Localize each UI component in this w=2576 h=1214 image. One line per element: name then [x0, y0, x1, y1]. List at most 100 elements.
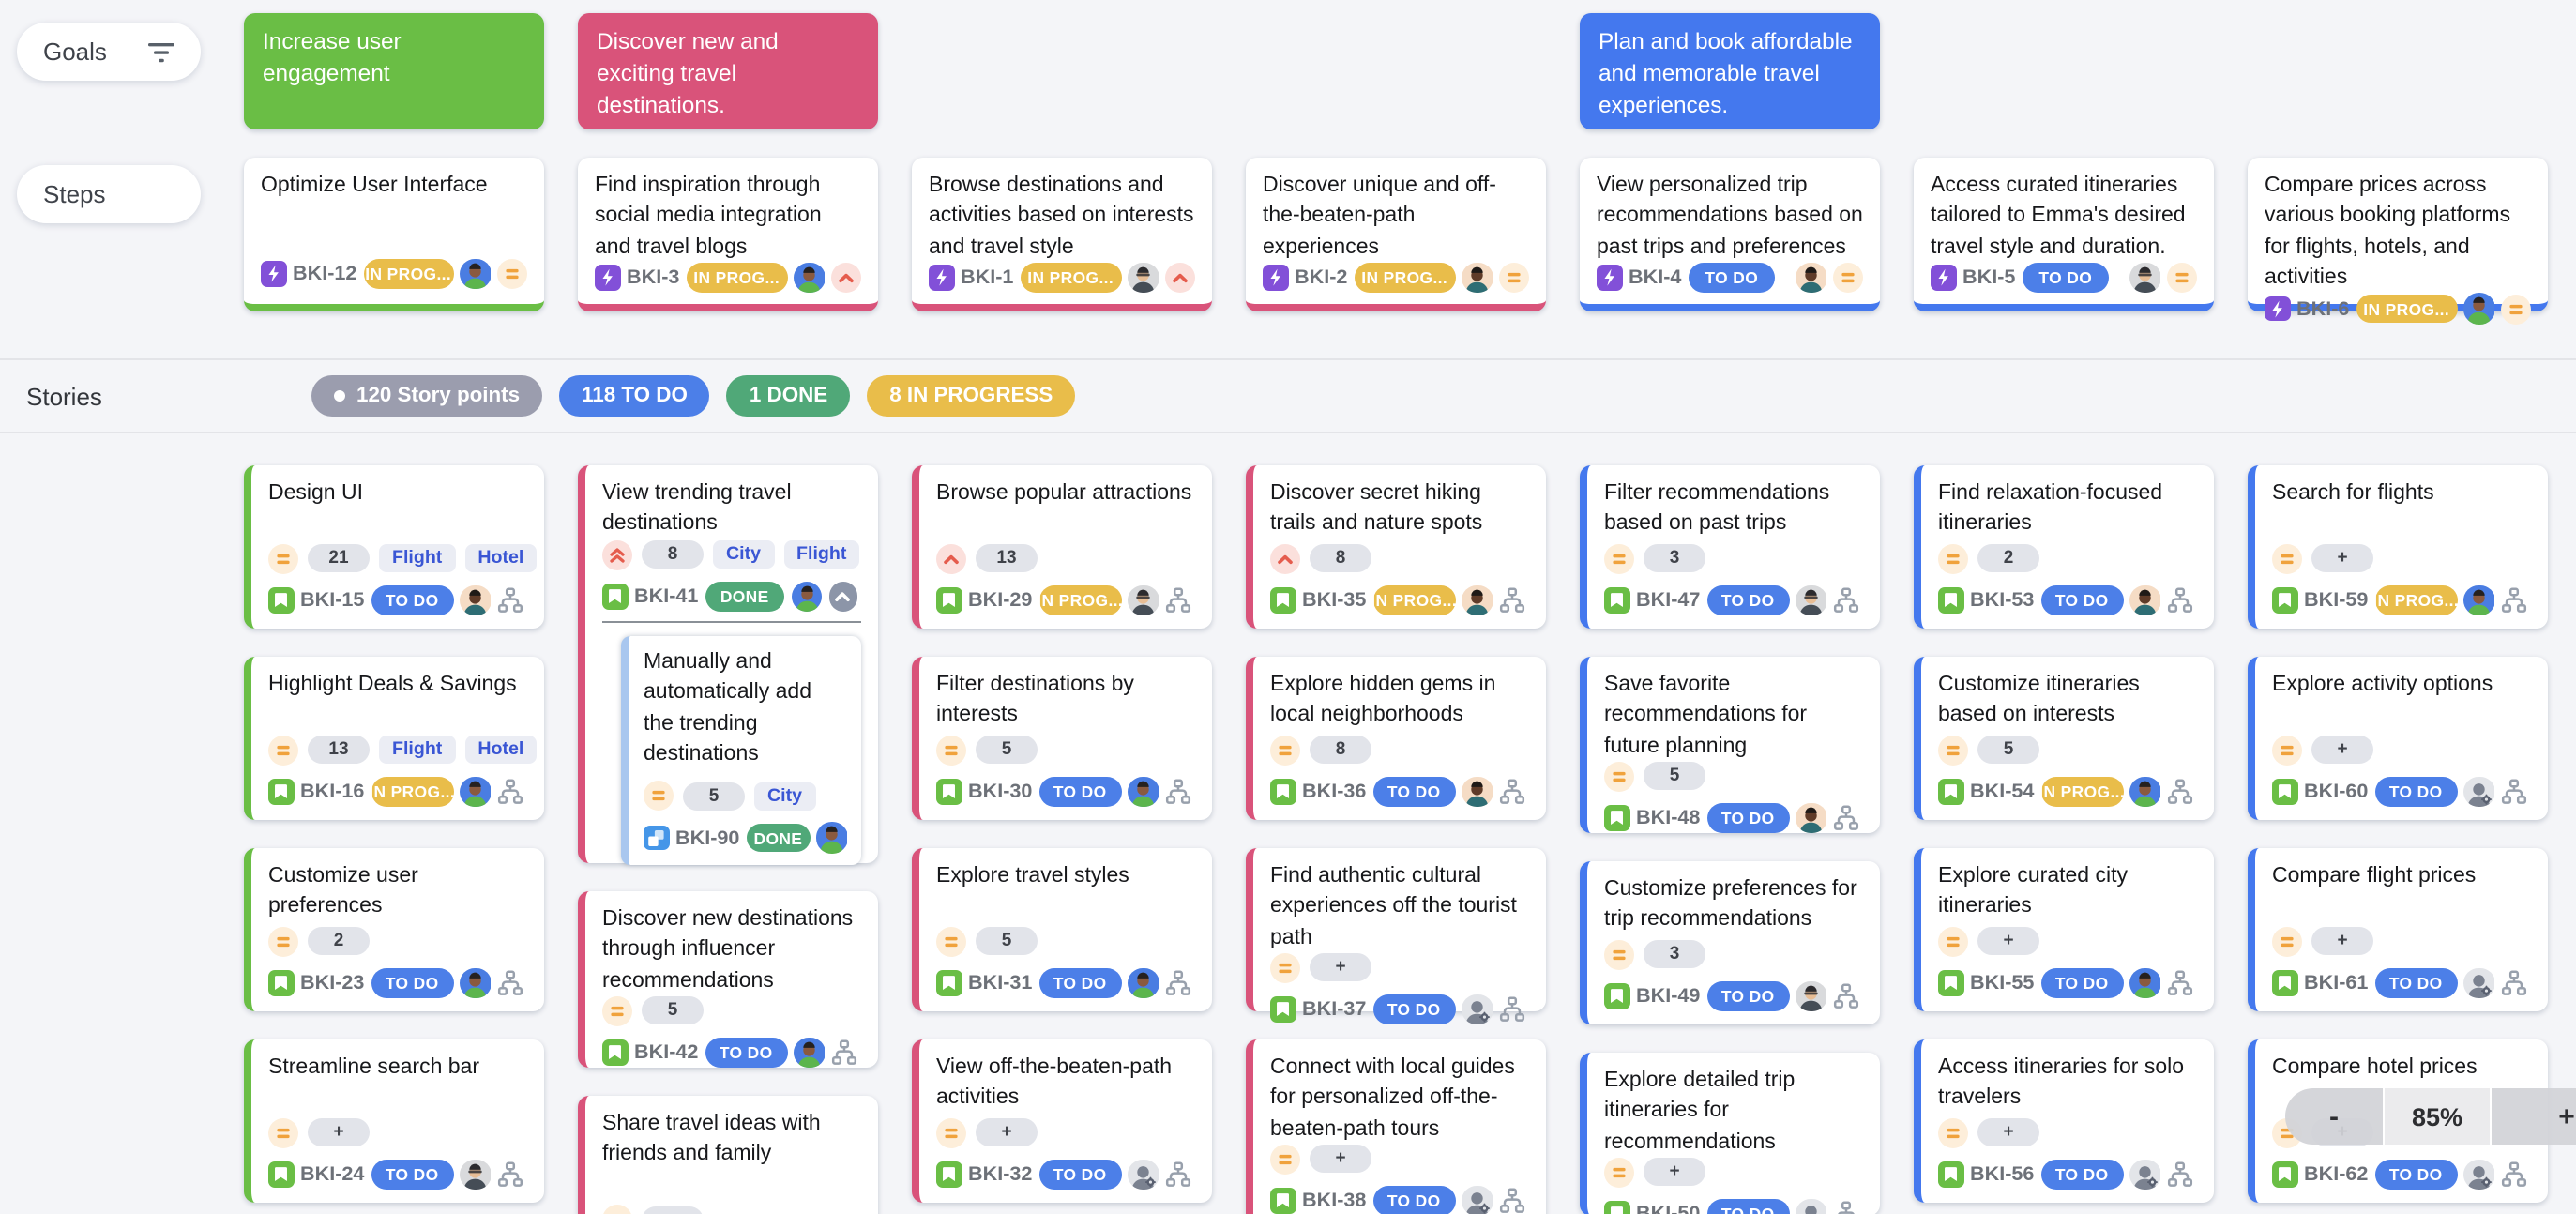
status-badge[interactable]: IN PROG...: [1354, 263, 1455, 293]
collapse-subtasks-button[interactable]: [828, 582, 857, 612]
status-badge[interactable]: IN PROG...: [1037, 585, 1123, 615]
add-child-tree-icon[interactable]: [1499, 1188, 1525, 1214]
story-card[interactable]: Share travel ideas with friends and fami…: [578, 1096, 878, 1214]
add-child-tree-icon[interactable]: [1165, 779, 1191, 805]
status-badge[interactable]: TO DO: [2374, 777, 2457, 806]
add-estimate-button[interactable]: +: [1977, 927, 2039, 955]
story-card[interactable]: Highlight Deals & Savings 13 Flight Hotel BK…: [244, 657, 544, 820]
status-badge[interactable]: DONE: [746, 823, 811, 853]
avatar[interactable]: [2463, 293, 2494, 325]
story-card[interactable]: Streamline search bar + BKI-24 TO DO: [244, 1039, 544, 1203]
add-child-tree-icon[interactable]: [831, 1039, 857, 1066]
story-card[interactable]: Explore hidden gems in local neighborhoo…: [1246, 657, 1546, 820]
avatar[interactable]: [1796, 262, 1826, 294]
step-card[interactable]: Access curated itineraries tailored to E…: [1914, 158, 2214, 311]
story-card[interactable]: Design UI 21 Flight Hotel BKI-15 TO DO: [244, 465, 544, 629]
add-child-tree-icon[interactable]: [2501, 970, 2527, 996]
add-estimate-button[interactable]: +: [1977, 1118, 2039, 1146]
summary-badge-inprogress[interactable]: 8 IN PROGRESS: [867, 375, 1076, 417]
avatar[interactable]: [1462, 776, 1493, 807]
status-badge[interactable]: TO DO: [1706, 981, 1789, 1010]
add-child-tree-icon[interactable]: [497, 587, 523, 614]
status-badge[interactable]: IN PROG...: [363, 259, 453, 288]
story-card[interactable]: Explore curated city itineraries + BKI-55 T…: [1914, 848, 2214, 1011]
step-card[interactable]: Browse destinations and activities based…: [912, 158, 1212, 311]
add-child-tree-icon[interactable]: [1499, 587, 1525, 614]
status-badge[interactable]: IN PROG...: [1020, 263, 1121, 293]
status-badge[interactable]: TO DO: [1372, 777, 1455, 806]
unassigned-avatar[interactable]: [1128, 1159, 1159, 1190]
filter-icon[interactable]: [148, 40, 174, 63]
add-child-tree-icon[interactable]: [1499, 996, 1525, 1023]
status-badge[interactable]: TO DO: [705, 1038, 787, 1068]
story-points-badge[interactable]: 3: [1644, 544, 1705, 572]
status-badge[interactable]: TO DO: [1706, 585, 1789, 615]
add-child-tree-icon[interactable]: [1833, 983, 1859, 1009]
status-badge[interactable]: TO DO: [2040, 968, 2123, 997]
label-chip[interactable]: Flight: [379, 544, 456, 572]
zoom-out-button[interactable]: -: [2285, 1088, 2383, 1145]
story-card[interactable]: Search for flights + BKI-59 IN PROG...: [2248, 465, 2548, 629]
story-points-badge[interactable]: 21: [308, 544, 370, 572]
avatar[interactable]: [1796, 802, 1826, 834]
goal-card[interactable]: Plan and book affordable and memorable t…: [1580, 13, 1880, 129]
story-points-badge[interactable]: 8: [1310, 544, 1371, 572]
avatar[interactable]: [1128, 776, 1159, 807]
story-card[interactable]: Discover new destinations through influe…: [578, 891, 878, 1069]
avatar[interactable]: [1462, 584, 1493, 615]
step-card[interactable]: Compare prices across various booking pl…: [2248, 158, 2548, 325]
status-badge[interactable]: TO DO: [1038, 777, 1121, 806]
add-child-tree-icon[interactable]: [1165, 1161, 1191, 1188]
add-child-tree-icon[interactable]: [2167, 1161, 2193, 1188]
status-badge[interactable]: TO DO: [2374, 1160, 2457, 1189]
avatar[interactable]: [794, 1037, 825, 1069]
avatar[interactable]: [1796, 584, 1826, 615]
add-child-tree-icon[interactable]: [1833, 587, 1859, 614]
goals-row-pill[interactable]: Goals: [17, 23, 201, 81]
avatar[interactable]: [2129, 776, 2160, 807]
story-card[interactable]: Find relaxation-focused itineraries 2 BKI-…: [1914, 465, 2214, 629]
avatar[interactable]: [791, 581, 822, 613]
story-card[interactable]: Explore detailed trip itineraries for re…: [1580, 1053, 1880, 1214]
add-child-tree-icon[interactable]: [497, 970, 523, 996]
story-card[interactable]: Save favorite recommendations for future…: [1580, 657, 1880, 834]
add-estimate-button[interactable]: +: [1310, 953, 1371, 982]
story-card[interactable]: Compare flight prices + BKI-61 TO DO: [2248, 848, 2548, 1011]
status-badge[interactable]: IN PROG...: [1371, 585, 1457, 615]
unassigned-avatar[interactable]: [2463, 776, 2494, 807]
story-card[interactable]: Explore activity options + BKI-60 TO DO: [2248, 657, 2548, 820]
story-points-badge[interactable]: 2: [1977, 544, 2039, 572]
story-card[interactable]: Discover secret hiking trails and nature…: [1246, 465, 1546, 629]
story-points-badge[interactable]: 5: [642, 996, 704, 1025]
add-child-tree-icon[interactable]: [2501, 779, 2527, 805]
avatar[interactable]: [2129, 584, 2160, 615]
avatar[interactable]: [460, 584, 491, 615]
add-child-tree-icon[interactable]: [1833, 1201, 1859, 1214]
status-badge[interactable]: IN PROG...: [2038, 777, 2125, 806]
story-card[interactable]: Connect with local guides for personaliz…: [1246, 1039, 1546, 1214]
add-estimate-button[interactable]: +: [642, 1206, 704, 1214]
status-badge[interactable]: IN PROG...: [2372, 585, 2459, 615]
label-chip[interactable]: City: [754, 782, 816, 811]
story-card[interactable]: Find authentic cultural experiences off …: [1246, 848, 1546, 1025]
avatar[interactable]: [1462, 262, 1493, 294]
status-badge[interactable]: TO DO: [1372, 994, 1455, 1024]
add-child-tree-icon[interactable]: [1833, 805, 1859, 831]
story-card[interactable]: Customize itineraries based on interests…: [1914, 657, 2214, 820]
add-estimate-button[interactable]: +: [2311, 544, 2373, 572]
status-badge[interactable]: TO DO: [371, 968, 453, 997]
add-child-tree-icon[interactable]: [497, 779, 523, 805]
add-estimate-button[interactable]: +: [2311, 927, 2373, 955]
status-badge[interactable]: TO DO: [1038, 1160, 1121, 1189]
add-child-tree-icon[interactable]: [2167, 970, 2193, 996]
status-badge[interactable]: IN PROG...: [686, 263, 787, 293]
avatar[interactable]: [2129, 967, 2160, 998]
zoom-in-button[interactable]: +: [2492, 1088, 2576, 1145]
unassigned-avatar[interactable]: [2129, 1159, 2160, 1190]
status-badge[interactable]: TO DO: [1706, 803, 1789, 833]
story-card[interactable]: View off-the-beaten-path activities + BKI-…: [912, 1039, 1212, 1203]
story-points-badge[interactable]: 5: [976, 927, 1038, 955]
status-badge[interactable]: TO DO: [1688, 263, 1776, 293]
avatar[interactable]: [2129, 262, 2160, 294]
add-child-tree-icon[interactable]: [2167, 779, 2193, 805]
